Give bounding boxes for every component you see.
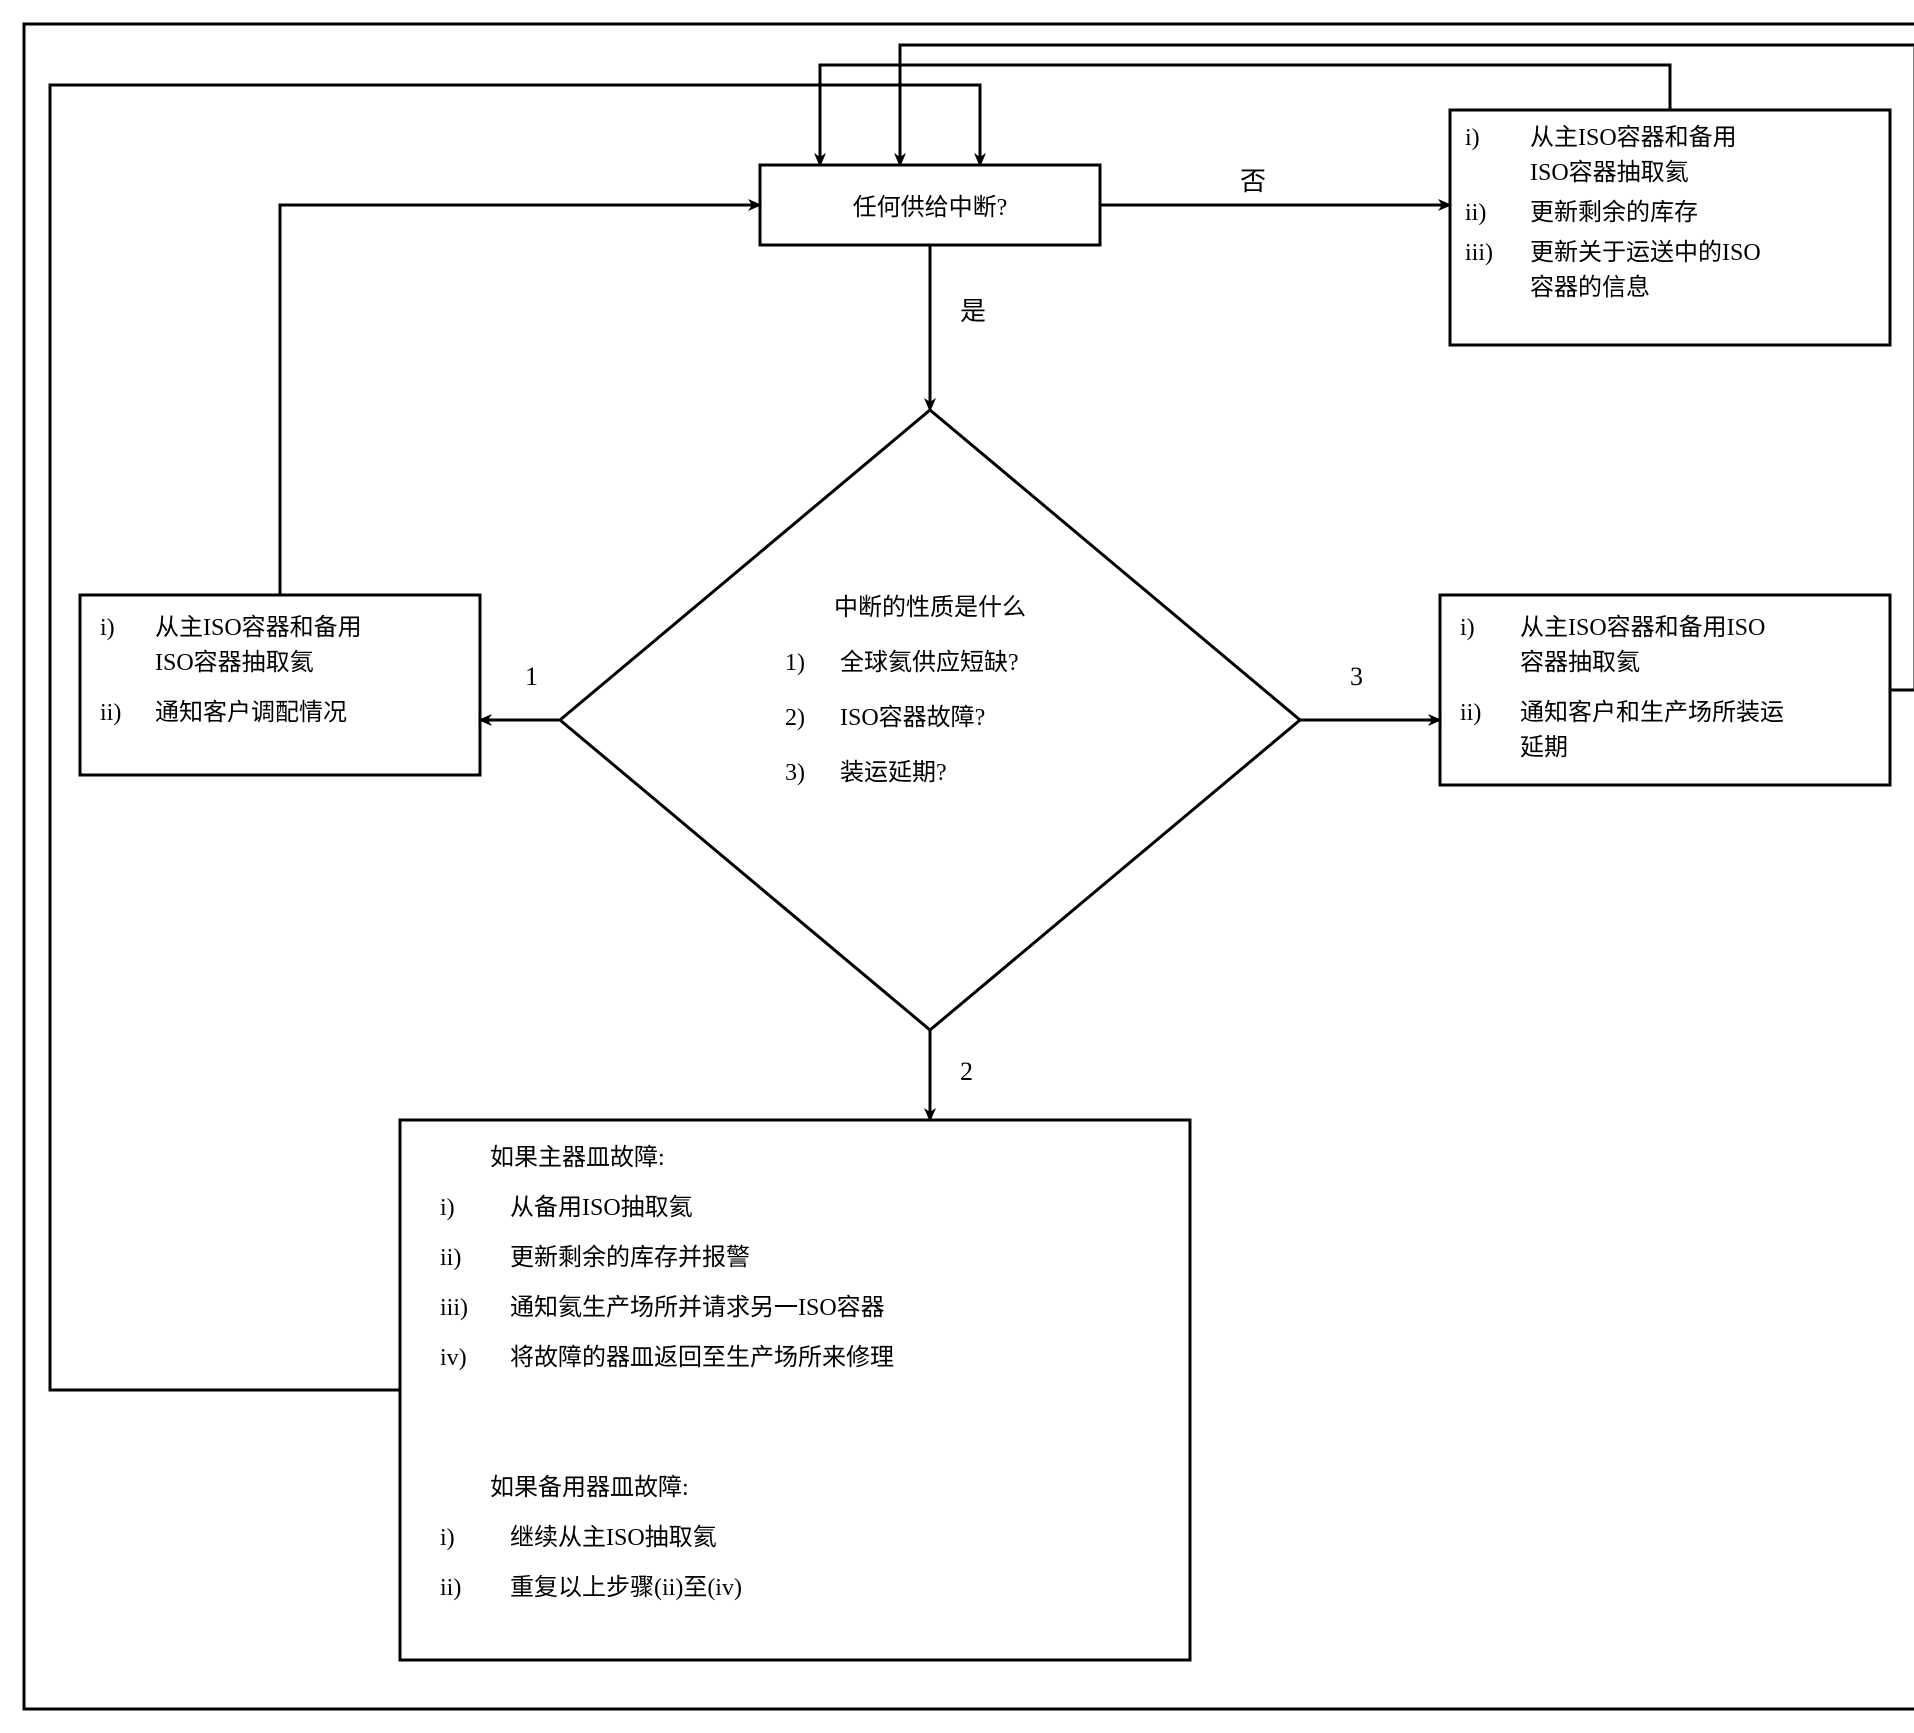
box-bottom-b2: 重复以上步骤(ii)至(iv): [510, 1574, 742, 1601]
box-bottom-h1: 如果主器皿故障:: [490, 1144, 665, 1171]
diamond-n2: 2): [785, 705, 805, 731]
label-3: 3: [1350, 662, 1363, 691]
diamond-o1: 全球氦供应短缺?: [840, 649, 1019, 676]
label-yes: 是: [960, 297, 986, 326]
box-left-l1b: ISO容器抽取氦: [155, 649, 314, 676]
box-bottom-b1: 继续从主ISO抽取氦: [510, 1524, 717, 1551]
box-bottom-l4: 将故障的器皿返回至生产场所来修理: [510, 1344, 894, 1371]
box-left-l2: 通知客户调配情况: [155, 699, 347, 726]
box-bottom-im1: i): [440, 1195, 455, 1221]
box-bottom-im3: iii): [440, 1295, 468, 1321]
decision-text: 任何供给中断?: [853, 194, 1008, 221]
box-right-l1a: 从主ISO容器和备用ISO: [1520, 614, 1765, 641]
box-bottom-l2: 更新剩余的库存并报警: [510, 1244, 750, 1271]
box-no-ii: ii): [1465, 200, 1486, 226]
box-bottom-bim2: ii): [440, 1575, 461, 1601]
label-1: 1: [525, 662, 538, 691]
box-no-l2: 更新剩余的库存: [1530, 199, 1698, 226]
box-right-l2a: 通知客户和生产场所装运: [1520, 699, 1784, 726]
edge-left-loop: [280, 205, 760, 595]
diamond-n1: 1): [785, 650, 805, 676]
box-bottom-l3: 通知氦生产场所并请求另一ISO容器: [510, 1294, 885, 1321]
diamond-title: 中断的性质是什么: [834, 594, 1026, 621]
diamond-n3: 3): [785, 760, 805, 786]
box-right-ii: ii): [1460, 700, 1481, 726]
box-no-i: i): [1465, 125, 1480, 151]
box-bottom-bim1: i): [440, 1525, 455, 1551]
box-left-l1a: 从主ISO容器和备用: [155, 614, 362, 641]
label-no: 否: [1240, 167, 1266, 196]
box-bottom-im2: ii): [440, 1245, 461, 1271]
box-no-iii: iii): [1465, 240, 1493, 266]
box-bottom-h2: 如果备用器皿故障:: [490, 1474, 689, 1501]
box-right-l2b: 延期: [1520, 734, 1568, 761]
box-bottom-im4: iv): [440, 1345, 467, 1371]
label-2: 2: [960, 1057, 973, 1086]
box-no-l1a: 从主ISO容器和备用: [1530, 124, 1737, 151]
box-no-l3a: 更新关于运送中的ISO: [1530, 239, 1761, 266]
box-left-i: i): [100, 615, 115, 641]
box-bottom-l1: 从备用ISO抽取氦: [510, 1194, 693, 1221]
flowchart-svg: 任何供给中断? i) 从主ISO容器和备用 ISO容器抽取氦 ii) 更新剩余的…: [20, 20, 1914, 1713]
box-right-i: i): [1460, 615, 1475, 641]
diamond-o2: ISO容器故障?: [840, 704, 985, 731]
box-no-l1b: ISO容器抽取氦: [1530, 159, 1689, 186]
box-right-l1b: 容器抽取氦: [1520, 649, 1640, 676]
diamond-o3: 装运延期?: [840, 759, 947, 786]
box-left-ii: ii): [100, 700, 121, 726]
box-no-l3b: 容器的信息: [1530, 274, 1650, 301]
